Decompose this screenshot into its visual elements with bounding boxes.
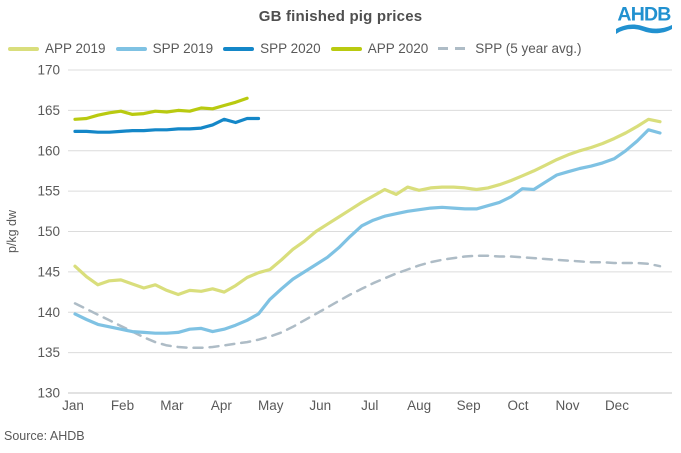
chart-legend: APP 2019 SPP 2019 SPP 2020 APP 2020 SPP … (8, 41, 679, 56)
legend-item-spp-2019: SPP 2019 (115, 41, 214, 56)
y-tick-label: 150 (37, 224, 60, 239)
y-tick-label: 165 (37, 103, 60, 118)
ahdb-logo-wave (616, 24, 672, 34)
series-line-app-2019 (73, 117, 662, 297)
ahdb-logo-text: AHDB (617, 4, 671, 26)
legend-item-spp-2020: SPP 2020 (223, 41, 321, 56)
x-tick-label-dec: Dec (605, 398, 629, 413)
legend-label-app-2020: APP 2020 (367, 41, 429, 56)
legend-swatch-spp-2019 (115, 46, 147, 51)
x-tick-label-feb: Feb (111, 398, 134, 413)
ahdb-logo: AHDB (616, 4, 672, 34)
x-tick-label-nov: Nov (555, 398, 579, 413)
legend-item-app-2020: APP 2020 (330, 41, 429, 56)
legend-label-spp-2019: SPP 2019 (152, 41, 214, 56)
legend-swatch-app-2020 (330, 46, 362, 51)
x-tick-label-apr: Apr (211, 398, 233, 413)
series-line-spp-2020 (73, 116, 261, 134)
legend-swatch-app-2019 (8, 46, 39, 51)
chart-plot-area: 130 135 140 145 150 155 160 165 170 p/kg dw Jan Feb… (5, 63, 672, 413)
legend-swatch-spp-5yr-avg (438, 47, 470, 50)
x-tick-label-jun: Jun (309, 398, 331, 413)
series-line-app-2020 (73, 96, 249, 121)
legend-label-spp-5yr-avg: SPP (5 year avg.) (475, 41, 582, 56)
y-tick-label: 160 (37, 143, 60, 158)
x-tick-label-mar: Mar (160, 398, 184, 413)
y-tick-label: 135 (37, 345, 60, 360)
y-tick-label: 130 (37, 386, 60, 401)
legend-swatch-spp-2020 (223, 46, 255, 51)
y-tick-label: 155 (37, 184, 60, 199)
x-tick-label-may: May (258, 398, 284, 413)
legend-item-spp-5yr-avg: SPP (5 year avg.) (438, 41, 582, 56)
x-tick-label-jan: Jan (62, 398, 84, 413)
y-tick-label: 170 (37, 63, 60, 78)
x-tick-label-sep: Sep (457, 398, 481, 413)
page-title: GB finished pig prices (258, 8, 423, 25)
series-line-spp-2019 (73, 128, 662, 335)
legend-label-spp-2020: SPP 2020 (260, 41, 321, 56)
y-tick-label: 140 (37, 305, 60, 320)
y-tick-label: 145 (37, 264, 60, 279)
series-line-spp-5-year-avg (73, 254, 662, 350)
legend-label-app-2019: APP 2019 (45, 41, 106, 56)
legend-item-app-2019: APP 2019 (8, 41, 106, 56)
x-tick-label-jul: Jul (361, 398, 378, 413)
y-axis-label: p/kg dw (5, 209, 19, 253)
x-tick-label-aug: Aug (407, 398, 431, 413)
source-note: Source: AHDB (4, 429, 85, 443)
x-tick-label-oct: Oct (508, 398, 529, 413)
